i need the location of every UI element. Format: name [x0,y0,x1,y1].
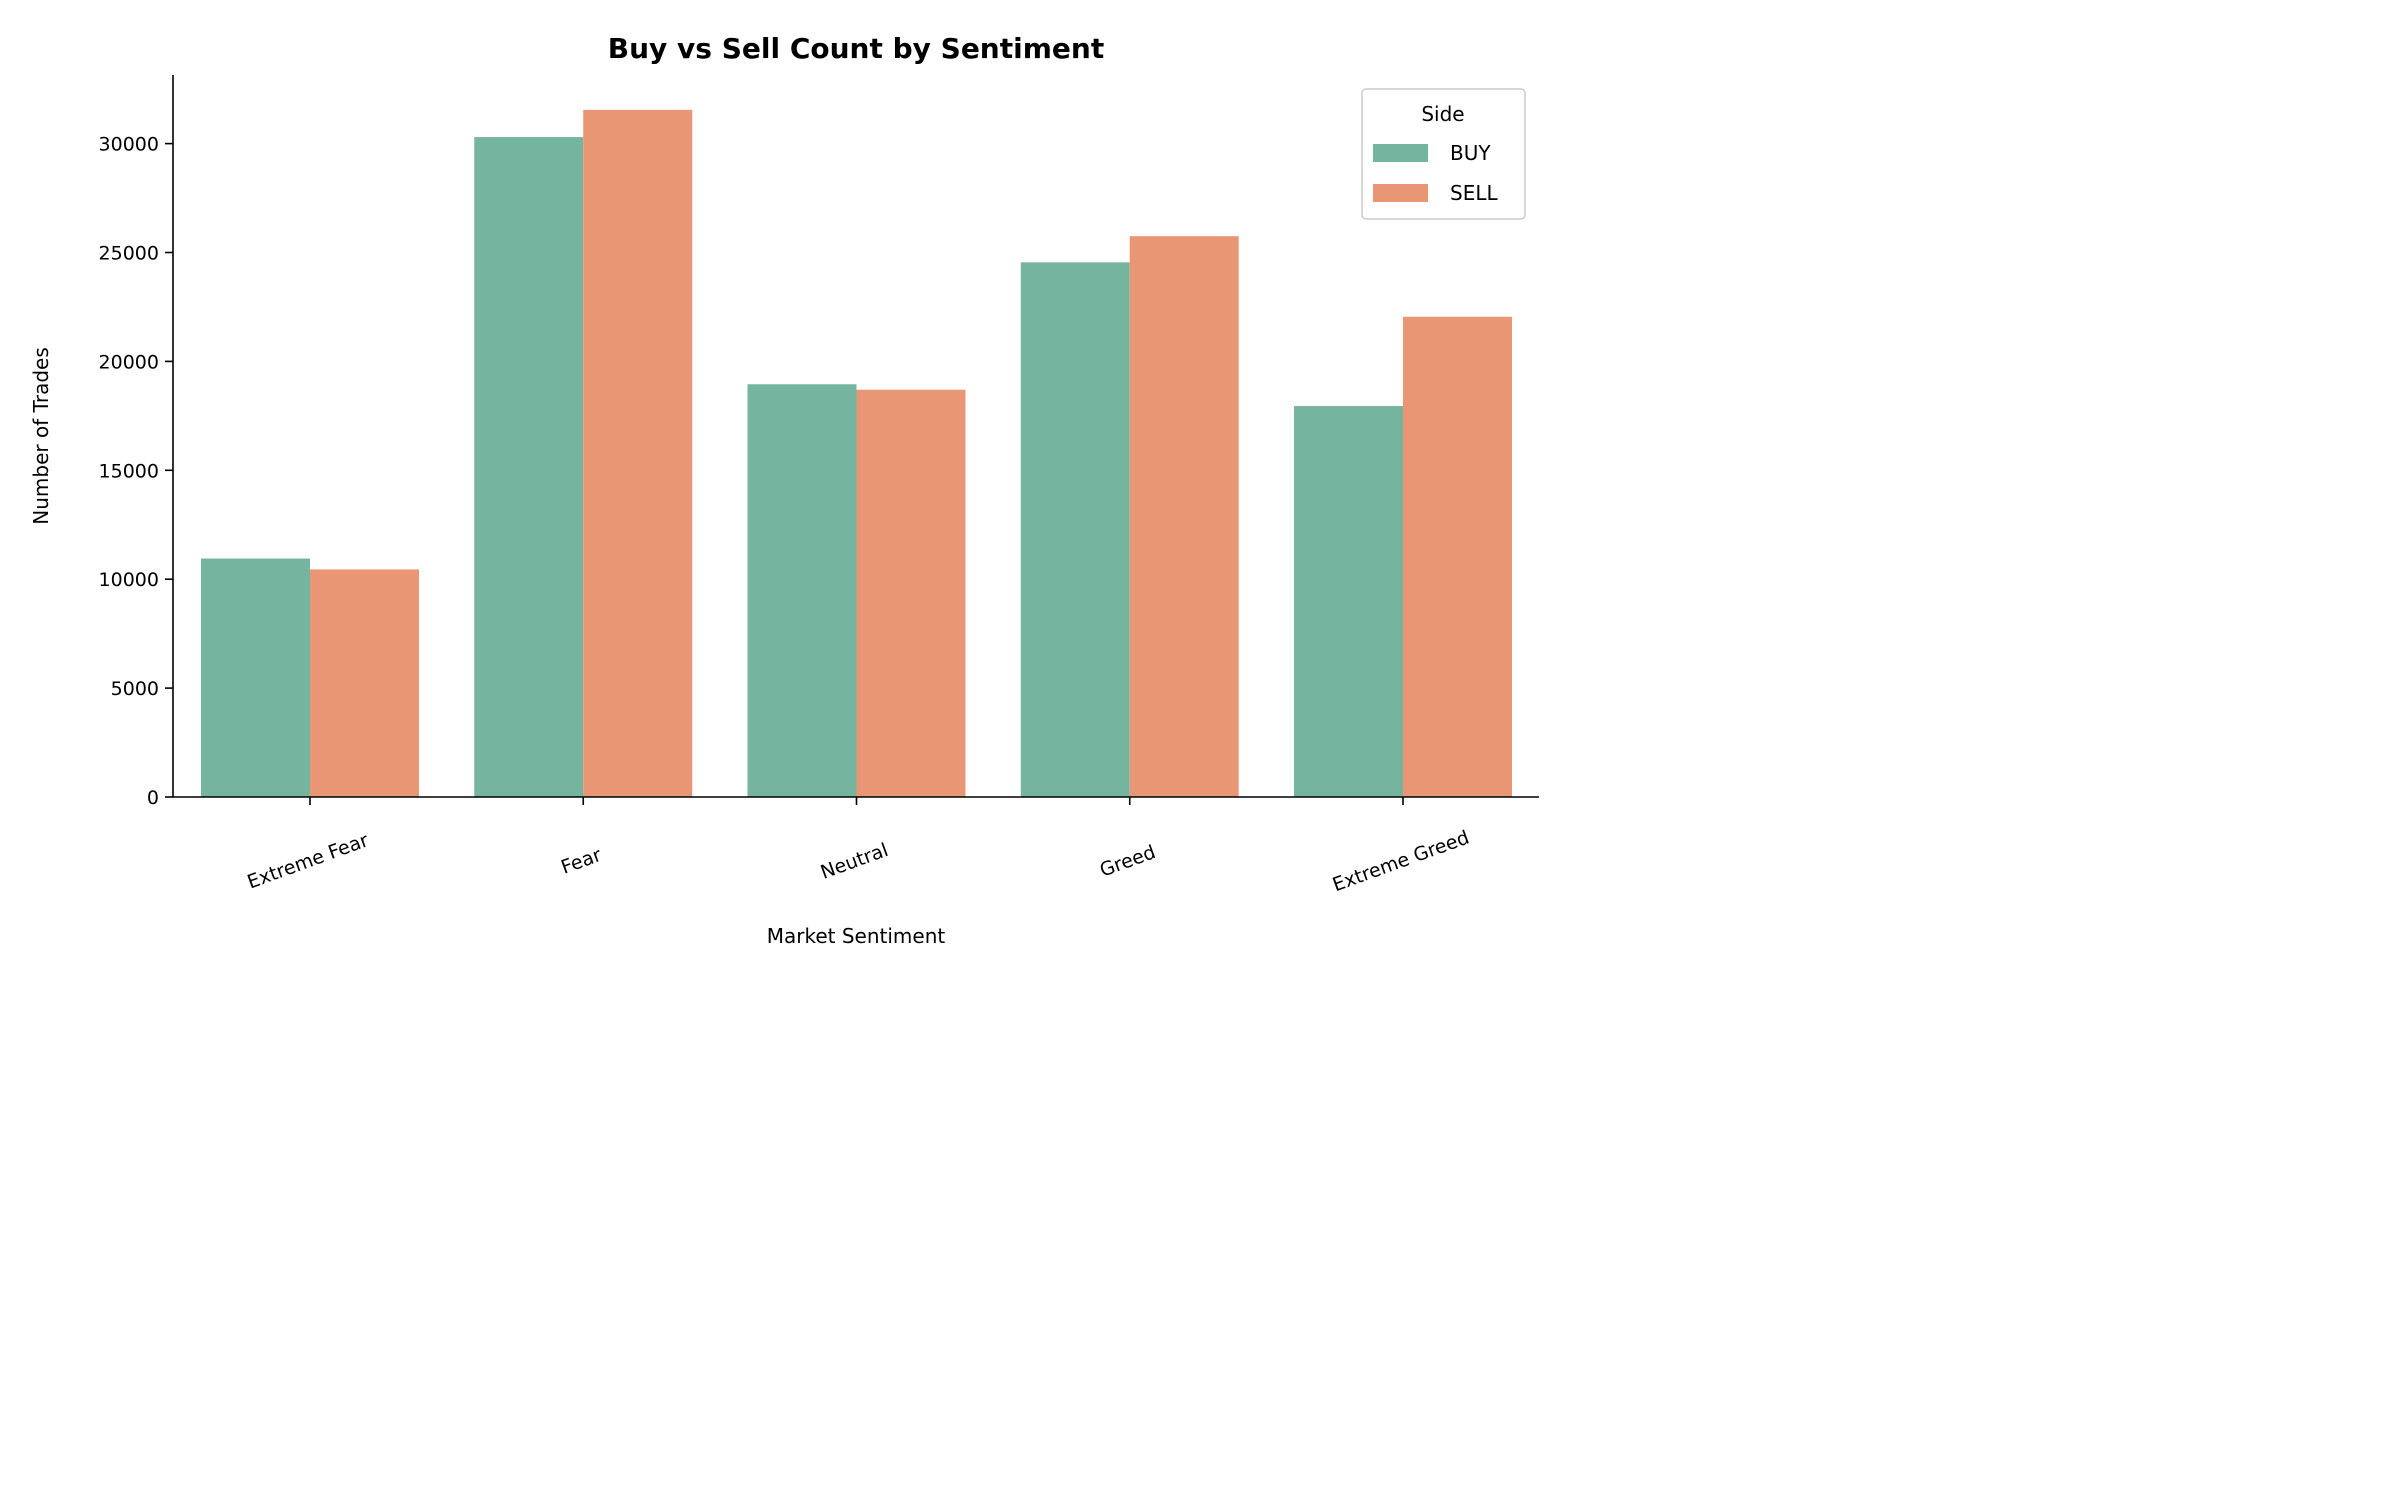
x-ticks-layer: Extreme Fear Fear Neutral Greed Extreme Gree… [244,797,1472,896]
x-tick-label: Extreme Greed [1330,826,1472,896]
bar-buy-greed [1020,262,1130,798]
bars-layer [201,109,1512,798]
legend-items: BUY SELL [1373,141,1498,205]
y-tick-label: 15000 [99,460,159,482]
bar-buy-extreme-fear [201,558,310,797]
legend-swatch-buy [1373,144,1428,162]
y-tick-label: 0 [147,787,159,809]
bar-chart: Buy vs Sell Count by Sentiment 0 5000 1000… [29,32,1539,948]
bar-buy-fear [474,137,584,798]
x-axis-label: Market Sentiment [767,924,946,948]
y-tick-label: 20000 [99,351,159,373]
y-ticks-layer: 0 5000 10000 15000 20000 25000 30000 [99,134,173,809]
x-tick-label: Greed [1097,841,1159,881]
bar-sell-extreme-greed [1403,316,1512,797]
y-tick-label: 30000 [99,134,159,156]
bar-sell-fear [583,109,693,798]
bar-sell-greed [1129,236,1239,798]
legend: Side BUY SELL [1361,88,1526,220]
chart-container: Buy vs Sell Count by Sentiment 0 5000 1000… [0,0,1566,979]
legend-swatch-sell [1373,184,1428,202]
y-axis-label: Number of Trades [29,347,53,525]
y-tick-label: 10000 [99,569,159,591]
legend-title: Side [1421,102,1464,126]
bar-buy-extreme-greed [1294,406,1403,797]
x-tick-label: Extreme Fear [244,829,371,893]
bar-sell-neutral [856,389,966,797]
legend-label-buy: BUY [1450,141,1491,165]
bar-sell-extreme-fear [310,569,419,797]
y-tick-label: 5000 [111,678,159,700]
chart-title: Buy vs Sell Count by Sentiment [608,32,1104,65]
y-tick-label: 25000 [99,243,159,265]
legend-label-sell: SELL [1450,181,1498,205]
x-tick-label: Neutral [818,839,891,884]
x-tick-label: Fear [558,844,604,879]
bar-buy-neutral [747,384,857,797]
